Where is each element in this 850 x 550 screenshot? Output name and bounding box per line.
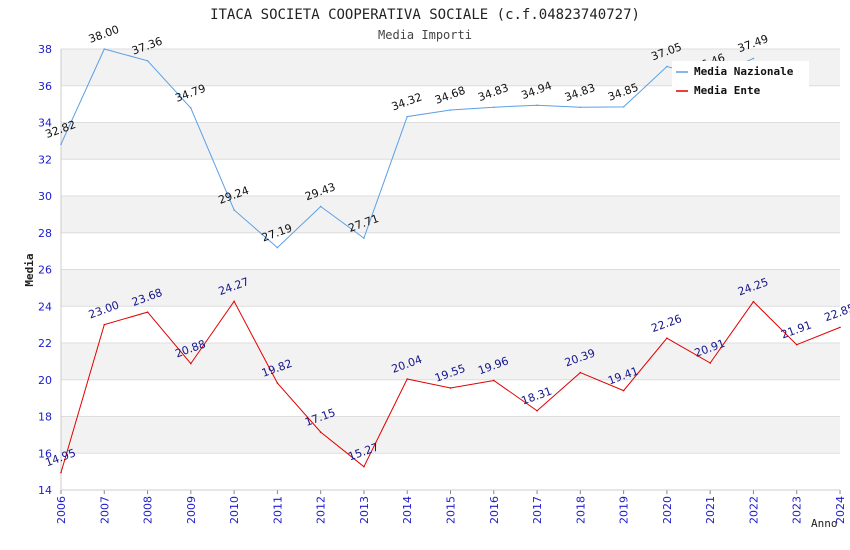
data-point-media-nazionale [752, 57, 755, 60]
data-point-media-ente [536, 410, 538, 412]
data-point-media-nazionale [146, 59, 149, 62]
y-tick-label: 36 [38, 80, 52, 93]
y-tick-label: 32 [38, 153, 52, 166]
x-tick-label: 2024 [834, 496, 847, 524]
data-point-media-ente [449, 387, 452, 389]
plot-background-bands [61, 49, 840, 490]
plot-band [61, 232, 840, 270]
data-point-media-nazionale [536, 104, 538, 107]
grid-lines [60, 48, 841, 494]
data-point-media-nazionale [363, 237, 365, 239]
data-point-media-ente [103, 323, 106, 326]
data-point-media-ente [666, 337, 668, 340]
x-tick-label: 2016 [488, 496, 501, 524]
x-tick-label: 2006 [55, 496, 68, 524]
data-point-media-nazionale [276, 246, 279, 249]
x-tick-label: 2007 [98, 496, 111, 524]
plot-band [61, 196, 840, 233]
y-axis-ticks: 14 16 18 20 22 24 26 28 30 32 34 36 38 [38, 43, 52, 497]
y-tick-label: 26 [38, 264, 52, 277]
data-point-media-ente [795, 343, 798, 346]
plot-band [61, 122, 840, 160]
x-tick-label: 2012 [315, 496, 328, 524]
data-point-media-ente [709, 362, 711, 364]
data-point-media-ente [276, 382, 279, 384]
y-tick-label: 30 [38, 190, 52, 203]
legend-label-media-ente: Media Ente [694, 84, 761, 97]
y-tick-label: 18 [38, 411, 52, 424]
y-tick-label: 38 [38, 43, 52, 56]
data-point-media-nazionale [579, 106, 582, 109]
data-point-media-nazionale [233, 209, 235, 211]
y-axis-label: Media [23, 253, 36, 286]
x-tick-label: 2010 [228, 496, 241, 524]
data-point-media-ente [579, 371, 582, 374]
x-tick-label: 2023 [791, 496, 804, 524]
x-tick-label: 2013 [358, 496, 371, 524]
data-point-media-ente [622, 389, 625, 392]
data-point-media-nazionale [492, 106, 495, 109]
plot-band [61, 306, 840, 343]
x-tick-label: 2017 [531, 496, 544, 524]
x-tick-label: 2019 [618, 496, 631, 524]
chart-subtitle: Media Importi [378, 28, 472, 42]
plot-band [61, 453, 840, 490]
plot-band [61, 159, 840, 196]
x-tick-label: 2008 [142, 496, 155, 524]
x-tick-label: 2021 [704, 496, 717, 524]
y-tick-label: 34 [38, 117, 52, 130]
data-point-media-nazionale [60, 143, 62, 145]
chart-title: ITACA SOCIETA COOPERATIVA SOCIALE (c.f.0… [210, 7, 640, 23]
legend-label-media-nazionale: Media Nazionale [694, 65, 794, 78]
plot-band [61, 379, 840, 417]
y-tick-label: 28 [38, 227, 52, 240]
data-point-media-nazionale [666, 65, 668, 68]
x-tick-label: 2022 [747, 496, 760, 524]
x-tick-label: 2020 [661, 496, 674, 524]
data-point-media-ente [492, 379, 495, 382]
y-tick-label: 24 [38, 300, 52, 313]
data-point-media-nazionale [449, 109, 452, 111]
data-point-media-ente [233, 300, 235, 303]
data-point-media-ente [60, 471, 62, 474]
y-tick-label: 22 [38, 337, 52, 350]
legend-box [672, 61, 809, 106]
x-axis-label: Anno [811, 517, 838, 530]
y-tick-label: 20 [38, 374, 52, 387]
data-point-media-ente [839, 326, 841, 329]
data-label-media-nazionale: 38.00 [87, 23, 121, 46]
x-tick-label: 2015 [445, 496, 458, 524]
data-point-media-ente [752, 300, 755, 303]
data-point-media-nazionale [190, 107, 192, 109]
x-axis-ticks: 2006 2007 2008 2009 2010 2011 2012 2013 2014 2015… [55, 496, 847, 524]
y-tick-label: 14 [38, 484, 52, 497]
data-point-media-nazionale [103, 48, 106, 50]
plot-band [61, 269, 840, 307]
plot-band [61, 343, 840, 380]
y-tick-label: 16 [38, 447, 52, 460]
data-point-media-nazionale [406, 115, 409, 118]
data-point-media-ente [190, 362, 192, 365]
x-tick-label: 2014 [401, 496, 414, 524]
data-point-media-nazionale [319, 205, 322, 208]
data-point-media-ente [146, 311, 149, 313]
legend: Media Nazionale Media Ente [672, 61, 809, 106]
data-point-media-ente [406, 378, 409, 380]
x-tick-label: 2011 [271, 496, 284, 524]
series-lines [60, 48, 841, 474]
plot-band [61, 416, 840, 454]
data-point-media-ente [363, 465, 365, 468]
x-tick-label: 2009 [185, 496, 198, 524]
data-point-media-ente [319, 431, 322, 433]
x-tick-label: 2018 [574, 496, 587, 524]
data-point-media-nazionale [622, 106, 625, 108]
